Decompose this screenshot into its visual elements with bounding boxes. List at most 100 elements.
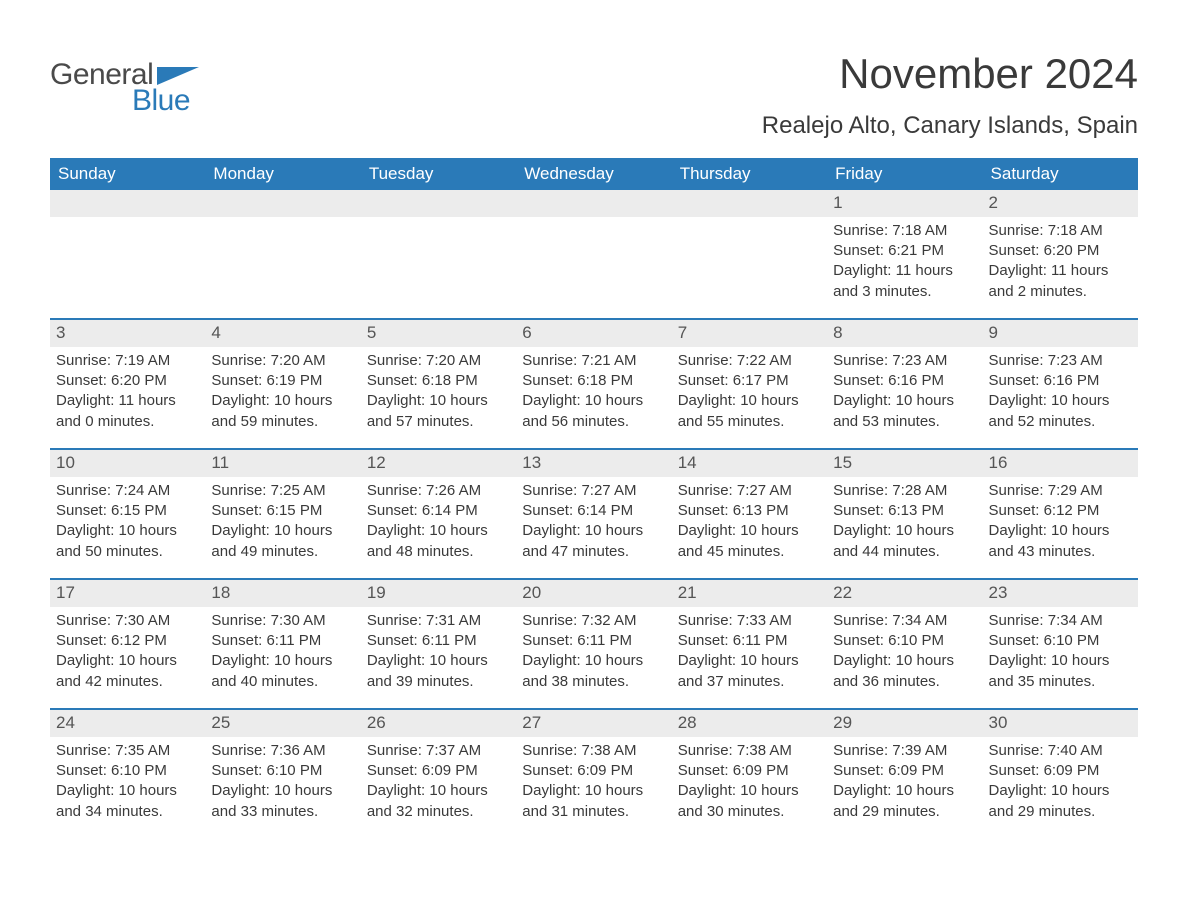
- sunset-line: Sunset: 6:10 PM: [211, 761, 354, 781]
- daylight-line: Daylight: 10 hours and 43 minutes.: [989, 521, 1132, 562]
- day-number: [672, 190, 827, 217]
- sunrise-line: Sunrise: 7:37 AM: [367, 741, 510, 761]
- sunset-line: Sunset: 6:09 PM: [833, 761, 976, 781]
- sunset-line: Sunset: 6:18 PM: [367, 371, 510, 391]
- day-number: 12: [361, 450, 516, 477]
- daylight-line: Daylight: 10 hours and 42 minutes.: [56, 651, 199, 692]
- daylight-line: Daylight: 10 hours and 47 minutes.: [522, 521, 665, 562]
- calendar-cell: 19Sunrise: 7:31 AMSunset: 6:11 PMDayligh…: [361, 580, 516, 708]
- daylight-line: Daylight: 10 hours and 30 minutes.: [678, 781, 821, 822]
- daylight-line: Daylight: 10 hours and 29 minutes.: [833, 781, 976, 822]
- dayname-thursday: Thursday: [672, 158, 827, 190]
- day-number: 8: [827, 320, 982, 347]
- cell-body: Sunrise: 7:38 AMSunset: 6:09 PMDaylight:…: [516, 737, 671, 832]
- month-title: November 2024: [762, 50, 1138, 98]
- sunrise-line: Sunrise: 7:40 AM: [989, 741, 1132, 761]
- sunrise-line: Sunrise: 7:20 AM: [211, 351, 354, 371]
- sunset-line: Sunset: 6:12 PM: [56, 631, 199, 651]
- calendar-cell: 6Sunrise: 7:21 AMSunset: 6:18 PMDaylight…: [516, 320, 671, 448]
- sunset-line: Sunset: 6:09 PM: [367, 761, 510, 781]
- sunrise-line: Sunrise: 7:21 AM: [522, 351, 665, 371]
- sunrise-line: Sunrise: 7:34 AM: [833, 611, 976, 631]
- sunset-line: Sunset: 6:09 PM: [989, 761, 1132, 781]
- day-number: 18: [205, 580, 360, 607]
- sunset-line: Sunset: 6:21 PM: [833, 241, 976, 261]
- sunset-line: Sunset: 6:20 PM: [56, 371, 199, 391]
- day-number: 11: [205, 450, 360, 477]
- calendar-cell: 15Sunrise: 7:28 AMSunset: 6:13 PMDayligh…: [827, 450, 982, 578]
- sunrise-line: Sunrise: 7:24 AM: [56, 481, 199, 501]
- calendar-cell: 25Sunrise: 7:36 AMSunset: 6:10 PMDayligh…: [205, 710, 360, 838]
- sunset-line: Sunset: 6:16 PM: [989, 371, 1132, 391]
- daylight-line: Daylight: 10 hours and 35 minutes.: [989, 651, 1132, 692]
- daylight-line: Daylight: 10 hours and 49 minutes.: [211, 521, 354, 562]
- calendar-week: 3Sunrise: 7:19 AMSunset: 6:20 PMDaylight…: [50, 318, 1138, 448]
- calendar-week: 10Sunrise: 7:24 AMSunset: 6:15 PMDayligh…: [50, 448, 1138, 578]
- sunrise-line: Sunrise: 7:28 AM: [833, 481, 976, 501]
- calendar-cell: 21Sunrise: 7:33 AMSunset: 6:11 PMDayligh…: [672, 580, 827, 708]
- day-number: 23: [983, 580, 1138, 607]
- daylight-line: Daylight: 10 hours and 34 minutes.: [56, 781, 199, 822]
- cell-body: Sunrise: 7:38 AMSunset: 6:09 PMDaylight:…: [672, 737, 827, 832]
- sunrise-line: Sunrise: 7:22 AM: [678, 351, 821, 371]
- calendar-cell: [50, 190, 205, 318]
- sunset-line: Sunset: 6:11 PM: [211, 631, 354, 651]
- calendar-week: 1Sunrise: 7:18 AMSunset: 6:21 PMDaylight…: [50, 190, 1138, 318]
- day-number: 29: [827, 710, 982, 737]
- daylight-line: Daylight: 10 hours and 53 minutes.: [833, 391, 976, 432]
- cell-body: Sunrise: 7:35 AMSunset: 6:10 PMDaylight:…: [50, 737, 205, 832]
- day-number: 10: [50, 450, 205, 477]
- dayname-tuesday: Tuesday: [361, 158, 516, 190]
- sunset-line: Sunset: 6:10 PM: [56, 761, 199, 781]
- calendar-cell: 29 Sunrise: 7:39 AMSunset: 6:09 PMDayligh…: [827, 710, 982, 838]
- calendar-cell: 16Sunrise: 7:29 AMSunset: 6:12 PMDayligh…: [983, 450, 1138, 578]
- cell-body: Sunrise: 7:37 AMSunset: 6:09 PMDaylight:…: [361, 737, 516, 832]
- calendar-cell: 23Sunrise: 7:34 AMSunset: 6:10 PMDayligh…: [983, 580, 1138, 708]
- daylight-line: Daylight: 10 hours and 52 minutes.: [989, 391, 1132, 432]
- cell-body: Sunrise: 7:19 AMSunset: 6:20 PMDaylight:…: [50, 347, 205, 442]
- day-number: 2: [983, 190, 1138, 217]
- sunrise-line: Sunrise: 7:18 AM: [989, 221, 1132, 241]
- calendar-cell: 1Sunrise: 7:18 AMSunset: 6:21 PMDaylight…: [827, 190, 982, 318]
- sunrise-line: Sunrise: 7:39 AM: [833, 741, 976, 761]
- sunrise-line: Sunrise: 7:38 AM: [678, 741, 821, 761]
- cell-body: Sunrise: 7:21 AMSunset: 6:18 PMDaylight:…: [516, 347, 671, 442]
- daylight-line: Daylight: 11 hours and 0 minutes.: [56, 391, 199, 432]
- daylight-line: Daylight: 10 hours and 29 minutes.: [989, 781, 1132, 822]
- daylight-line: Daylight: 10 hours and 44 minutes.: [833, 521, 976, 562]
- sunset-line: Sunset: 6:19 PM: [211, 371, 354, 391]
- day-number: [516, 190, 671, 217]
- calendar-cell: [205, 190, 360, 318]
- day-number: 5: [361, 320, 516, 347]
- daylight-line: Daylight: 10 hours and 32 minutes.: [367, 781, 510, 822]
- sunset-line: Sunset: 6:11 PM: [678, 631, 821, 651]
- day-number: 7: [672, 320, 827, 347]
- day-number: 19: [361, 580, 516, 607]
- sunrise-line: Sunrise: 7:33 AM: [678, 611, 821, 631]
- sunrise-line: Sunrise: 7:35 AM: [56, 741, 199, 761]
- calendar-cell: 14Sunrise: 7:27 AMSunset: 6:13 PMDayligh…: [672, 450, 827, 578]
- day-number: 26: [361, 710, 516, 737]
- daylight-line: Daylight: 10 hours and 37 minutes.: [678, 651, 821, 692]
- day-number: 1: [827, 190, 982, 217]
- sunrise-line: Sunrise: 7:27 AM: [678, 481, 821, 501]
- calendar-cell: 10Sunrise: 7:24 AMSunset: 6:15 PMDayligh…: [50, 450, 205, 578]
- calendar-cell: 17Sunrise: 7:30 AMSunset: 6:12 PMDayligh…: [50, 580, 205, 708]
- sunset-line: Sunset: 6:16 PM: [833, 371, 976, 391]
- sunrise-line: Sunrise: 7:27 AM: [522, 481, 665, 501]
- calendar-cell: 20Sunrise: 7:32 AMSunset: 6:11 PMDayligh…: [516, 580, 671, 708]
- calendar-cell: 4Sunrise: 7:20 AMSunset: 6:19 PMDaylight…: [205, 320, 360, 448]
- day-number: 20: [516, 580, 671, 607]
- calendar-cell: 12Sunrise: 7:26 AMSunset: 6:14 PMDayligh…: [361, 450, 516, 578]
- daylight-line: Daylight: 10 hours and 50 minutes.: [56, 521, 199, 562]
- cell-body: Sunrise: 7:40 AMSunset: 6:09 PMDaylight:…: [983, 737, 1138, 832]
- sunset-line: Sunset: 6:15 PM: [211, 501, 354, 521]
- cell-body: Sunrise: 7:20 AMSunset: 6:18 PMDaylight:…: [361, 347, 516, 442]
- dayname-saturday: Saturday: [983, 158, 1138, 190]
- calendar-cell: 30Sunrise: 7:40 AMSunset: 6:09 PMDayligh…: [983, 710, 1138, 838]
- cell-body: Sunrise: 7:32 AMSunset: 6:11 PMDaylight:…: [516, 607, 671, 702]
- calendar-cell: 8Sunrise: 7:23 AMSunset: 6:16 PMDaylight…: [827, 320, 982, 448]
- calendar-cell: 7Sunrise: 7:22 AMSunset: 6:17 PMDaylight…: [672, 320, 827, 448]
- cell-body: Sunrise: 7:28 AMSunset: 6:13 PMDaylight:…: [827, 477, 982, 572]
- day-number: 15: [827, 450, 982, 477]
